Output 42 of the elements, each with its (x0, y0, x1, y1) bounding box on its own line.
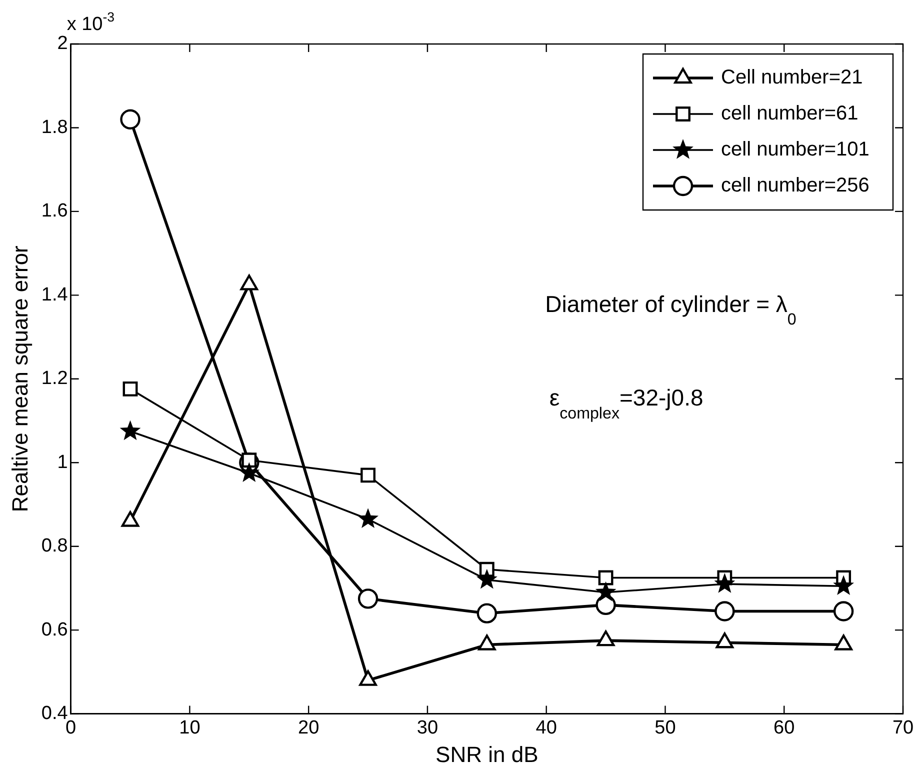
y-axis-title: Realtive mean square error (7, 246, 32, 512)
y-tick-label: 1.8 (41, 116, 68, 138)
y-tick-label: 1 (57, 452, 68, 473)
y-tick-label: 0.8 (41, 536, 68, 557)
x-tick-label: 70 (892, 717, 914, 738)
legend-label: cell number=256 (721, 174, 870, 197)
x-tick-label: 0 (66, 717, 76, 738)
y-tick-label: 0.6 (41, 619, 68, 640)
point (476, 603, 498, 624)
legend-label: cell number=61 (721, 102, 858, 125)
point (238, 462, 260, 482)
point (595, 581, 616, 602)
point (833, 601, 854, 622)
point (120, 109, 140, 130)
x-tick-label: 20 (298, 717, 320, 738)
point (122, 381, 138, 396)
legend-label: cell number=101 (721, 138, 870, 161)
point (834, 634, 852, 650)
x-tick-label: 60 (774, 717, 795, 738)
point (716, 632, 734, 648)
point (596, 630, 615, 646)
point (120, 420, 141, 440)
legend-label: Cell number=21 (721, 66, 863, 89)
point (478, 634, 496, 650)
point (359, 670, 377, 686)
point (714, 573, 736, 593)
x-tick-label: 40 (536, 717, 557, 738)
y-tick-label: 1.6 (41, 200, 68, 222)
x-tick-label: 30 (416, 717, 438, 738)
y-tick-label: 1.4 (41, 284, 68, 306)
y-tick-label: 1.2 (41, 368, 68, 390)
y-tick-label: 2 (57, 33, 68, 54)
x-tick-label: 10 (179, 717, 200, 738)
x-axis-title: SNR in dB (436, 742, 538, 767)
point (714, 601, 735, 622)
point (360, 468, 376, 483)
point (476, 568, 498, 589)
x-tick-label: 50 (654, 717, 676, 738)
point (833, 575, 854, 596)
point (598, 570, 614, 586)
point (358, 588, 378, 609)
point (358, 508, 378, 528)
